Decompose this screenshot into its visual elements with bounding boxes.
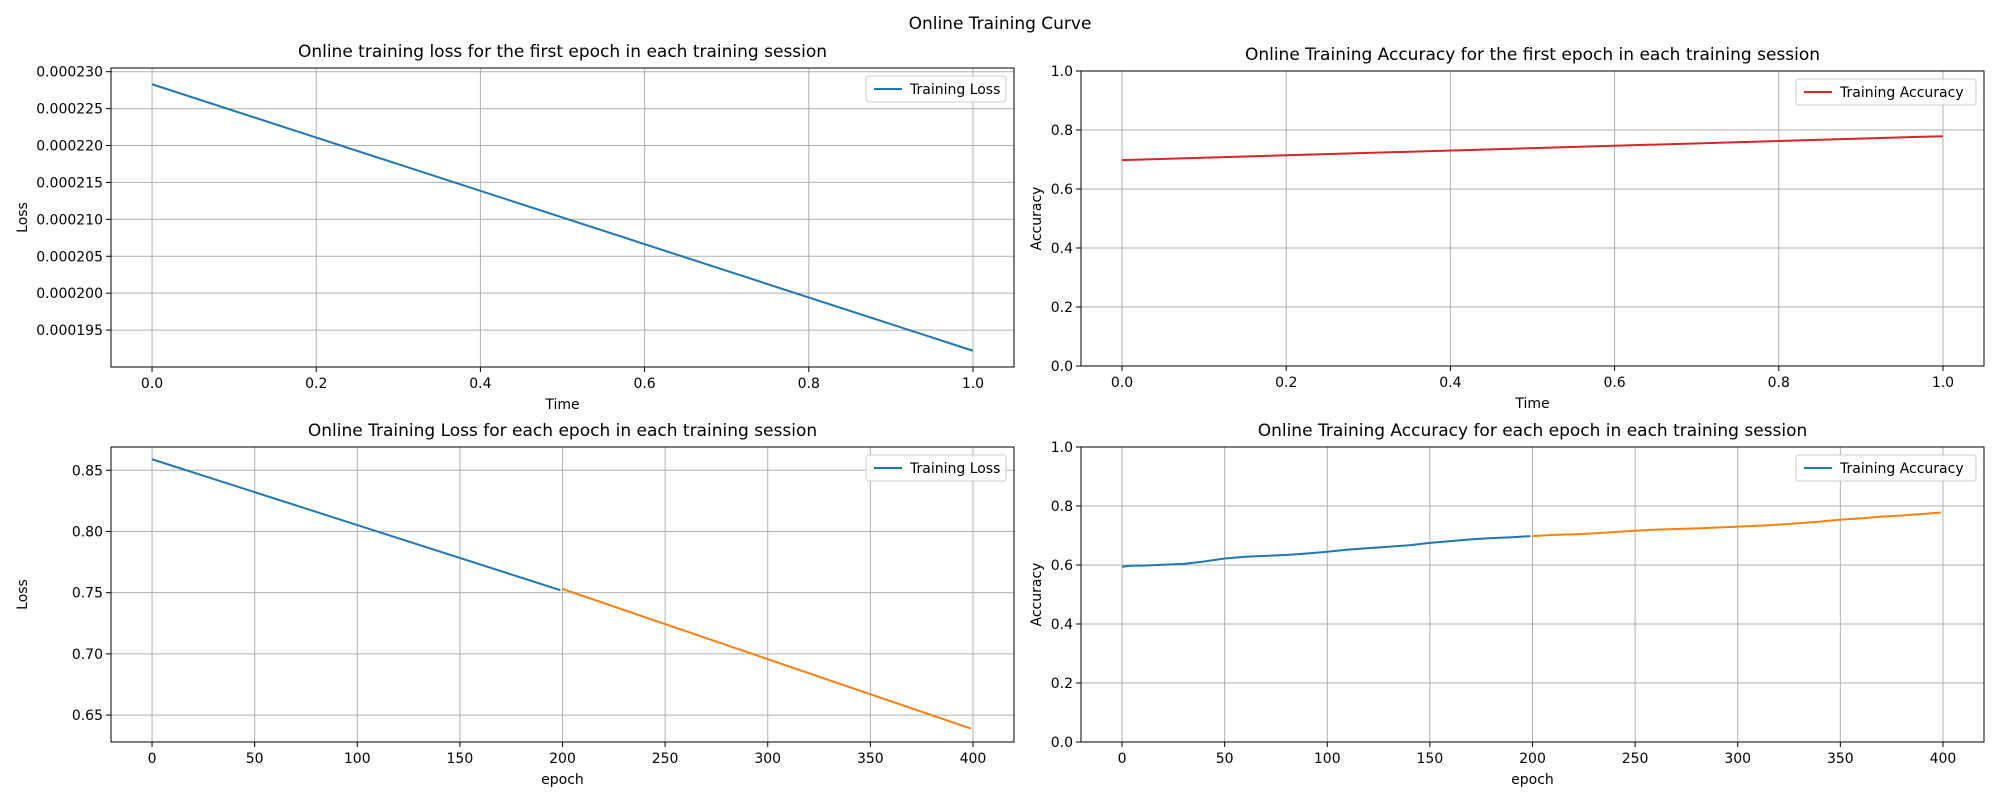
legend-label: Training Loss — [909, 461, 1000, 477]
y-tick-label: 0.000195 — [36, 323, 103, 339]
x-tick-label: 0.0 — [1111, 375, 1133, 391]
y-tick-label: 0.6 — [1051, 182, 1073, 198]
y-tick-label: 0.2 — [1051, 300, 1073, 316]
x-tick-label: 400 — [1930, 751, 1957, 767]
chart-panel-4: 0 50 100 150 200 250 300 350 400 0.0 0.2 0.4 0.6 0.8 1… — [1029, 421, 1985, 788]
x-tick-label: 0 — [1118, 751, 1127, 767]
x-tick-label: 50 — [246, 751, 264, 767]
y-tick-label: 0.8 — [1051, 499, 1073, 515]
x-tick-label: 100 — [1314, 751, 1341, 767]
y-tick-label: 0.000220 — [36, 139, 103, 155]
chart-panel-1: 0.0 0.2 0.4 0.6 0.8 1.0 0.000195 0.000200 0.0002… — [15, 42, 1015, 413]
y-tick-label: 0.000230 — [36, 65, 103, 81]
series-line-1 — [1122, 135, 1943, 162]
legend-box — [1795, 454, 1977, 482]
x-tick-label: 100 — [344, 751, 371, 767]
x-tick-label: 150 — [1417, 751, 1444, 767]
series-line-1 — [151, 458, 561, 592]
y-tick-label: 0.85 — [72, 463, 103, 479]
y-tick-label: 0.0 — [1051, 359, 1073, 375]
x-tick-label: 300 — [1724, 751, 1751, 767]
x-axis-label: Time — [544, 397, 579, 413]
y-tick-label: 0.6 — [1051, 558, 1073, 574]
y-tick-label: 0.000225 — [36, 102, 103, 118]
y-tick-label: 0.000200 — [36, 286, 103, 302]
x-tick-label: 400 — [960, 751, 987, 767]
y-axis-label: Accuracy — [1029, 563, 1045, 627]
chart-title: Online Training Accuracy for each epoch … — [1258, 421, 1808, 441]
series-line-2 — [1532, 511, 1941, 538]
y-axis-label: Loss — [15, 579, 31, 610]
y-tick-label: 0.000215 — [36, 175, 103, 191]
series-line-2 — [562, 588, 972, 730]
figure-title: Online Training Curve — [909, 14, 1092, 34]
y-tick-label: 0.70 — [72, 647, 103, 663]
legend-box — [865, 75, 1007, 103]
x-tick-label: 200 — [1519, 751, 1546, 767]
series-line-1 — [151, 83, 974, 352]
x-axis-label: epoch — [1511, 772, 1554, 788]
legend-label: Training Accuracy — [1839, 461, 1964, 477]
chart-panel-3: 0 50 100 150 200 250 300 350 400 0.65 0.70 0.75 0.80… — [15, 421, 1015, 788]
chart-panel-2: 0.0 0.2 0.4 0.6 0.8 1.0 0.0 0.2 0.4 0.6 0.8 1.0 Onli… — [1029, 45, 1985, 412]
x-tick-label: 150 — [447, 751, 474, 767]
legend: Training Accuracy — [1795, 78, 1977, 106]
x-tick-label: 50 — [1216, 751, 1234, 767]
x-tick-label: 0.6 — [633, 376, 655, 392]
y-axis-label: Accuracy — [1029, 187, 1045, 251]
x-tick-label: 300 — [754, 751, 781, 767]
x-tick-label: 0.0 — [141, 376, 163, 392]
y-tick-label: 0.4 — [1051, 241, 1073, 257]
x-tick-label: 0.4 — [1439, 375, 1461, 391]
x-tick-label: 0.8 — [1768, 375, 1790, 391]
x-tick-label: 250 — [1622, 751, 1649, 767]
series-line-1 — [1121, 535, 1531, 568]
x-tick-label: 200 — [549, 751, 576, 767]
y-tick-label: 0.65 — [72, 708, 103, 724]
legend: Training Loss — [865, 75, 1007, 103]
x-tick-label: 0.4 — [469, 376, 491, 392]
x-axis-label: epoch — [541, 772, 584, 788]
y-tick-label: 1.0 — [1051, 440, 1073, 456]
axes-frame — [1080, 70, 1985, 367]
y-tick-label: 0.8 — [1051, 123, 1073, 139]
y-axis-label: Loss — [15, 202, 31, 233]
y-tick-label: 0.80 — [72, 524, 103, 540]
legend-label: Training Accuracy — [1839, 85, 1964, 101]
y-tick-label: 0.000210 — [36, 212, 103, 228]
x-tick-label: 0.6 — [1603, 375, 1625, 391]
x-tick-label: 350 — [857, 751, 884, 767]
x-tick-label: 0.2 — [305, 376, 327, 392]
x-tick-label: 1.0 — [1932, 375, 1954, 391]
x-tick-label: 250 — [652, 751, 679, 767]
legend: Training Loss — [865, 454, 1007, 482]
legend-label: Training Loss — [909, 82, 1000, 98]
x-tick-label: 0.2 — [1275, 375, 1297, 391]
y-tick-label: 0.0 — [1051, 735, 1073, 751]
y-tick-label: 1.0 — [1051, 64, 1073, 80]
x-tick-label: 1.0 — [962, 376, 984, 392]
x-tick-label: 0 — [148, 751, 157, 767]
axes-frame — [110, 67, 1015, 368]
legend: Training Accuracy — [1795, 454, 1977, 482]
x-tick-label: 350 — [1827, 751, 1854, 767]
y-tick-label: 0.2 — [1051, 676, 1073, 692]
chart-title: Online training loss for the first epoch… — [298, 42, 827, 62]
chart-title: Online Training Loss for each epoch in e… — [308, 421, 817, 441]
chart-title: Online Training Accuracy for the first e… — [1245, 45, 1820, 65]
y-tick-label: 0.4 — [1051, 617, 1073, 633]
legend-box — [1795, 78, 1977, 106]
x-axis-label: Time — [1514, 396, 1549, 412]
x-tick-label: 0.8 — [798, 376, 820, 392]
y-tick-label: 0.000205 — [36, 249, 103, 265]
y-tick-label: 0.75 — [72, 586, 103, 602]
legend-box — [865, 454, 1007, 482]
